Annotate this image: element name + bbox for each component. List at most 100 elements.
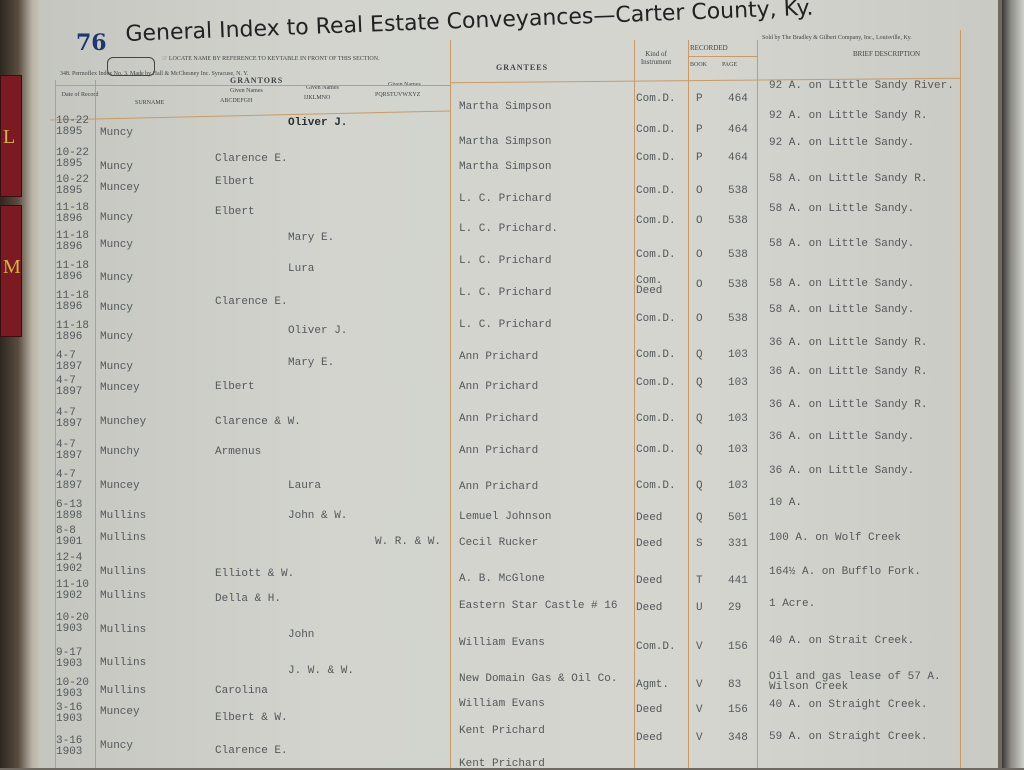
grantor-surname: Munchy — [100, 446, 140, 458]
brief-description: 36 A. on Little Sandy. — [769, 431, 915, 443]
grantee-name: L. C. Prichard — [459, 287, 552, 299]
brief-description: 92 A. on Little Sandy. — [769, 137, 915, 149]
grantor-surname: Mullins — [100, 510, 147, 522]
record-page: 538 — [728, 185, 748, 197]
record-page: 29 — [728, 602, 742, 614]
page-title: General Index to Real Estate Conveyances… — [125, 0, 814, 47]
grantee-name: Eastern Star Castle # 16 — [459, 600, 618, 612]
brief-description: 58 A. on Little Sandy. — [769, 278, 915, 290]
rule-line — [688, 40, 689, 768]
col-date: Date of Record — [61, 92, 99, 98]
rule-line — [634, 40, 635, 768]
grantor-surname: Muncy — [100, 740, 134, 752]
grantee-name: Ann Prichard — [459, 351, 539, 363]
maker-note: 348. Permoflex Index No. 3. Made by Hall… — [60, 71, 249, 77]
grantor-surname: Muncey — [100, 706, 140, 718]
col-given3: PQRSTUVWXYZ — [375, 92, 421, 98]
grantor-surname: Muncey — [100, 182, 140, 194]
record-page: 156 — [728, 641, 748, 653]
brief-description: 92 A. on Little Sandy R. — [769, 110, 928, 122]
record-date: 4-7 1897 — [56, 350, 83, 373]
grantor-surname: Mullins — [100, 532, 147, 544]
grantor-surname: Munchey — [100, 416, 147, 428]
grantor-surname: Muncy — [100, 239, 134, 251]
grantor-given-name: Mary E. — [288, 232, 335, 244]
record-page: 103 — [728, 480, 748, 492]
record-page: 538 — [728, 215, 748, 227]
instrument-kind: Deed — [636, 704, 663, 716]
brief-description: 58 A. on Little Sandy. — [769, 304, 915, 316]
record-page: 538 — [728, 313, 748, 325]
record-page: 538 — [728, 249, 748, 261]
record-date: 3-16 1903 — [56, 702, 83, 725]
instrument-kind: Deed — [636, 732, 663, 744]
page-number: 76 — [76, 30, 107, 56]
grantee-name: L. C. Prichard — [459, 193, 552, 205]
brief-description: 40 A. on Strait Creek. — [769, 635, 915, 647]
record-date: 6-13 1898 — [56, 499, 83, 522]
grantee-name: L. C. Prichard. — [459, 223, 559, 235]
instrument-kind: Com.D. — [636, 349, 676, 361]
brief-description: 36 A. on Little Sandy R. — [769, 337, 928, 349]
grantor-given-name: Clarence E. — [215, 296, 288, 308]
record-date: 11-18 1896 — [56, 320, 90, 343]
col-given1-label: Given Names — [230, 88, 263, 94]
grantor-given-name: Armenus — [215, 446, 262, 458]
record-book: O — [696, 279, 703, 291]
record-date: 9-17 1903 — [56, 647, 83, 670]
grantor-surname: Muncy — [100, 161, 134, 173]
instrument-kind: Com.D. — [636, 480, 676, 492]
record-book: Q — [696, 512, 703, 524]
record-page: 103 — [728, 349, 748, 361]
grantee-name: Kent Prichard — [459, 758, 545, 770]
rule-line — [55, 85, 450, 86]
col-surname: SURNAME — [135, 100, 165, 106]
rule-line — [50, 110, 450, 121]
grantor-surname: Mullins — [100, 624, 147, 636]
record-book: O — [696, 215, 703, 227]
grantee-name: Ann Prichard — [459, 445, 539, 457]
record-date: 10-20 1903 — [56, 612, 90, 635]
grantor-surname: Muncey — [100, 480, 140, 492]
instrument-kind: Com.D. — [636, 313, 676, 325]
grantee-name: Ann Prichard — [459, 481, 539, 493]
col-page: PAGE — [722, 62, 738, 68]
brief-description: 92 A. on Little Sandy River. — [769, 80, 954, 92]
instrument-kind: Com. Deed — [636, 275, 663, 297]
grantor-surname: Muncy — [100, 361, 134, 373]
instrument-kind: Com.D. — [636, 249, 676, 261]
record-date: 10-22 1895 — [56, 174, 90, 197]
grantor-given-name: Clarence E. — [215, 153, 288, 165]
seller-note: Sold by The Bradley & Gilbert Company, I… — [762, 35, 912, 41]
record-book: S — [696, 538, 703, 550]
record-date: 10-20 1903 — [56, 677, 90, 700]
record-book: T — [696, 575, 703, 587]
instrument-kind: Agmt. — [636, 679, 670, 691]
grantor-given-name: Carolina — [215, 685, 268, 697]
grantor-surname: Muncy — [100, 212, 134, 224]
record-date: 4-7 1897 — [56, 469, 83, 492]
grantor-given-name: W. R. & W. — [375, 536, 442, 548]
grantor-surname: Mullins — [100, 685, 147, 697]
grantor-given-name: Oliver J. — [288, 325, 348, 337]
grantee-name: Ann Prichard — [459, 413, 539, 425]
grantor-given-name: Elbert — [215, 176, 255, 188]
record-date: 4-7 1897 — [56, 439, 83, 462]
grantor-given-name: Clarence & W. — [215, 416, 301, 428]
record-page: 464 — [728, 124, 748, 136]
brief-description: Oil and gas lease of 57 A. Wilson Creek — [769, 671, 941, 693]
record-book: Q — [696, 444, 703, 456]
grantor-given-name: John & W. — [288, 510, 348, 522]
instrument-kind: Deed — [636, 538, 663, 550]
record-date: 8-8 1901 — [56, 525, 83, 548]
label-box — [107, 57, 155, 76]
brief-description: 40 A. on Straight Creek. — [769, 699, 928, 711]
grantor-surname: Mullins — [100, 566, 147, 578]
record-date: 4-7 1897 — [56, 407, 83, 430]
grantor-given-name: J. W. & W. — [288, 665, 355, 677]
record-page: 103 — [728, 413, 748, 425]
grantor-given-name: Laura — [288, 480, 322, 492]
book-binding: L M — [0, 0, 46, 768]
record-page: 464 — [728, 93, 748, 105]
brief-description: 1 Acre. — [769, 598, 816, 610]
